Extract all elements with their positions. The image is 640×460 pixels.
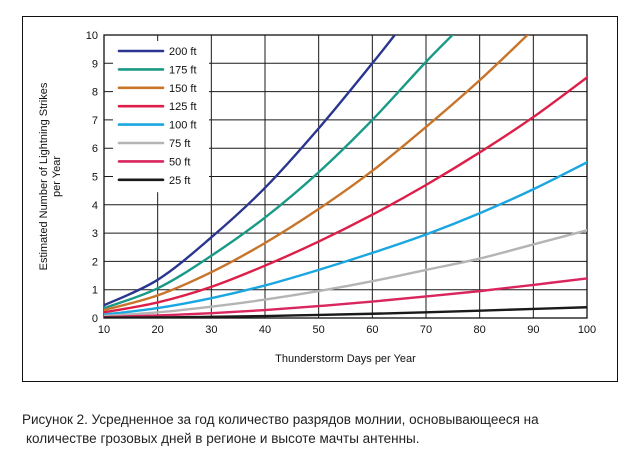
series-line-25-ft <box>104 306 587 318</box>
legend-label: 75 ft <box>169 138 190 150</box>
lightning-chart: 0 1 2 3 4 5 6 7 8 9 10 10 20 30 40 50 60 70 80 90 100 Thunder… <box>38 30 596 365</box>
y-tick-label: 7 <box>92 115 98 127</box>
series-line-75-ft <box>104 229 587 318</box>
y-tick-label: 2 <box>92 256 98 268</box>
legend-label: 150 ft <box>169 83 197 95</box>
caption-line-1: Рисунок 2. Усредненное за год количество… <box>22 412 539 427</box>
y-tick-label: 3 <box>92 228 98 240</box>
legend-label: 175 ft <box>169 64 197 76</box>
legend-label: 100 ft <box>169 120 197 132</box>
y-tick-label: 6 <box>92 143 98 155</box>
x-tick-label: 90 <box>527 324 539 336</box>
x-axis-label: Thunderstorm Days per Year <box>275 353 416 365</box>
x-tick-label: 20 <box>152 324 164 336</box>
legend-label: 125 ft <box>169 101 197 113</box>
x-tick-label: 40 <box>259 324 271 336</box>
series-line-150-ft <box>104 35 530 312</box>
series-group <box>104 35 587 318</box>
figure-caption: Рисунок 2. Усредненное за год количество… <box>22 410 632 448</box>
x-tick-label: 50 <box>313 324 325 336</box>
caption-line-2: количестве грозовых дней в регионе и выс… <box>26 431 420 446</box>
x-tick-label: 80 <box>474 324 486 336</box>
series-line-50-ft <box>104 277 587 318</box>
x-tick-label: 10 <box>98 324 110 336</box>
figure-frame: 0 1 2 3 4 5 6 7 8 9 10 10 20 30 40 50 60 70 80 90 100 Thunder… <box>22 16 618 382</box>
y-tick-label: 5 <box>92 172 98 184</box>
y-tick-label: 1 <box>92 285 98 297</box>
series-line-200-ft <box>104 35 397 307</box>
x-tick-label: 70 <box>420 324 432 336</box>
series-line-125-ft <box>104 76 587 314</box>
x-tick-label: 30 <box>205 324 217 336</box>
legend-label: 200 ft <box>169 46 197 58</box>
legend-label: 50 ft <box>169 156 190 168</box>
series-line-100-ft <box>104 161 587 316</box>
y-tick-label: 4 <box>92 200 98 212</box>
x-tick-label: 100 <box>578 324 596 336</box>
plot-border <box>103 34 588 319</box>
y-axis-label-line-1: Estimated Number of Lightning Strikes <box>38 82 50 270</box>
y-tick-label: 0 <box>92 313 98 325</box>
series-line-175-ft <box>104 35 455 310</box>
legend-label: 25 ft <box>169 175 190 187</box>
y-tick-label: 8 <box>92 87 98 99</box>
y-tick-label: 9 <box>92 58 98 70</box>
x-tick-label: 60 <box>366 324 378 336</box>
y-tick-label: 10 <box>86 30 98 42</box>
legend-box <box>113 41 209 193</box>
y-axis-label-line-2: per Year <box>51 156 63 197</box>
